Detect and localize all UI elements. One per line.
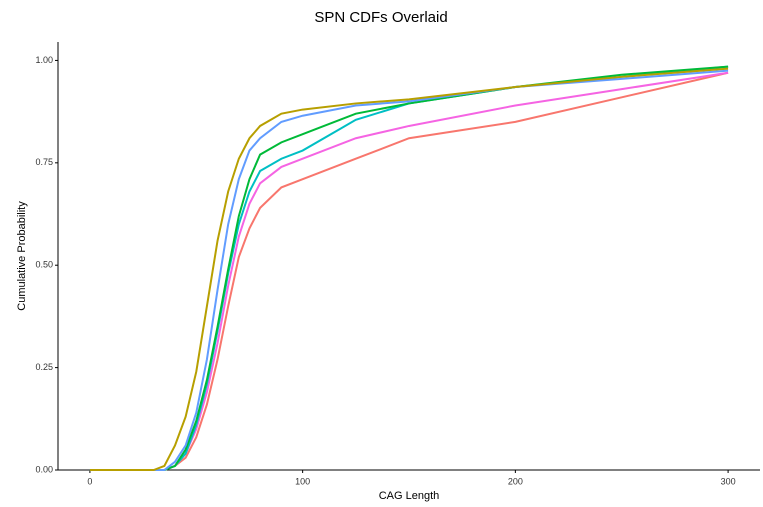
x-axis-title: CAG Length <box>379 490 440 502</box>
y-axis-title: Cumulative Probability <box>16 201 28 311</box>
y-tick-label: 0.00 <box>35 464 53 474</box>
x-tick-label: 100 <box>295 476 310 486</box>
x-tick-label: 0 <box>87 476 92 486</box>
cdf-line <box>89 65 729 471</box>
y-tick-label: 1.00 <box>35 55 53 65</box>
y-tick-label: 0.50 <box>35 260 53 270</box>
x-tick-label: 300 <box>721 476 736 486</box>
cdf-line <box>89 71 729 471</box>
cdf-line <box>89 69 729 471</box>
y-tick-label: 0.25 <box>35 362 53 372</box>
cdf-line <box>89 65 729 471</box>
chart-title: SPN CDFs Overlaid <box>314 9 447 26</box>
cdf-line <box>89 67 729 471</box>
cdf-line <box>89 71 729 471</box>
y-tick-label: 0.75 <box>35 157 53 167</box>
x-tick-label: 200 <box>508 476 523 486</box>
